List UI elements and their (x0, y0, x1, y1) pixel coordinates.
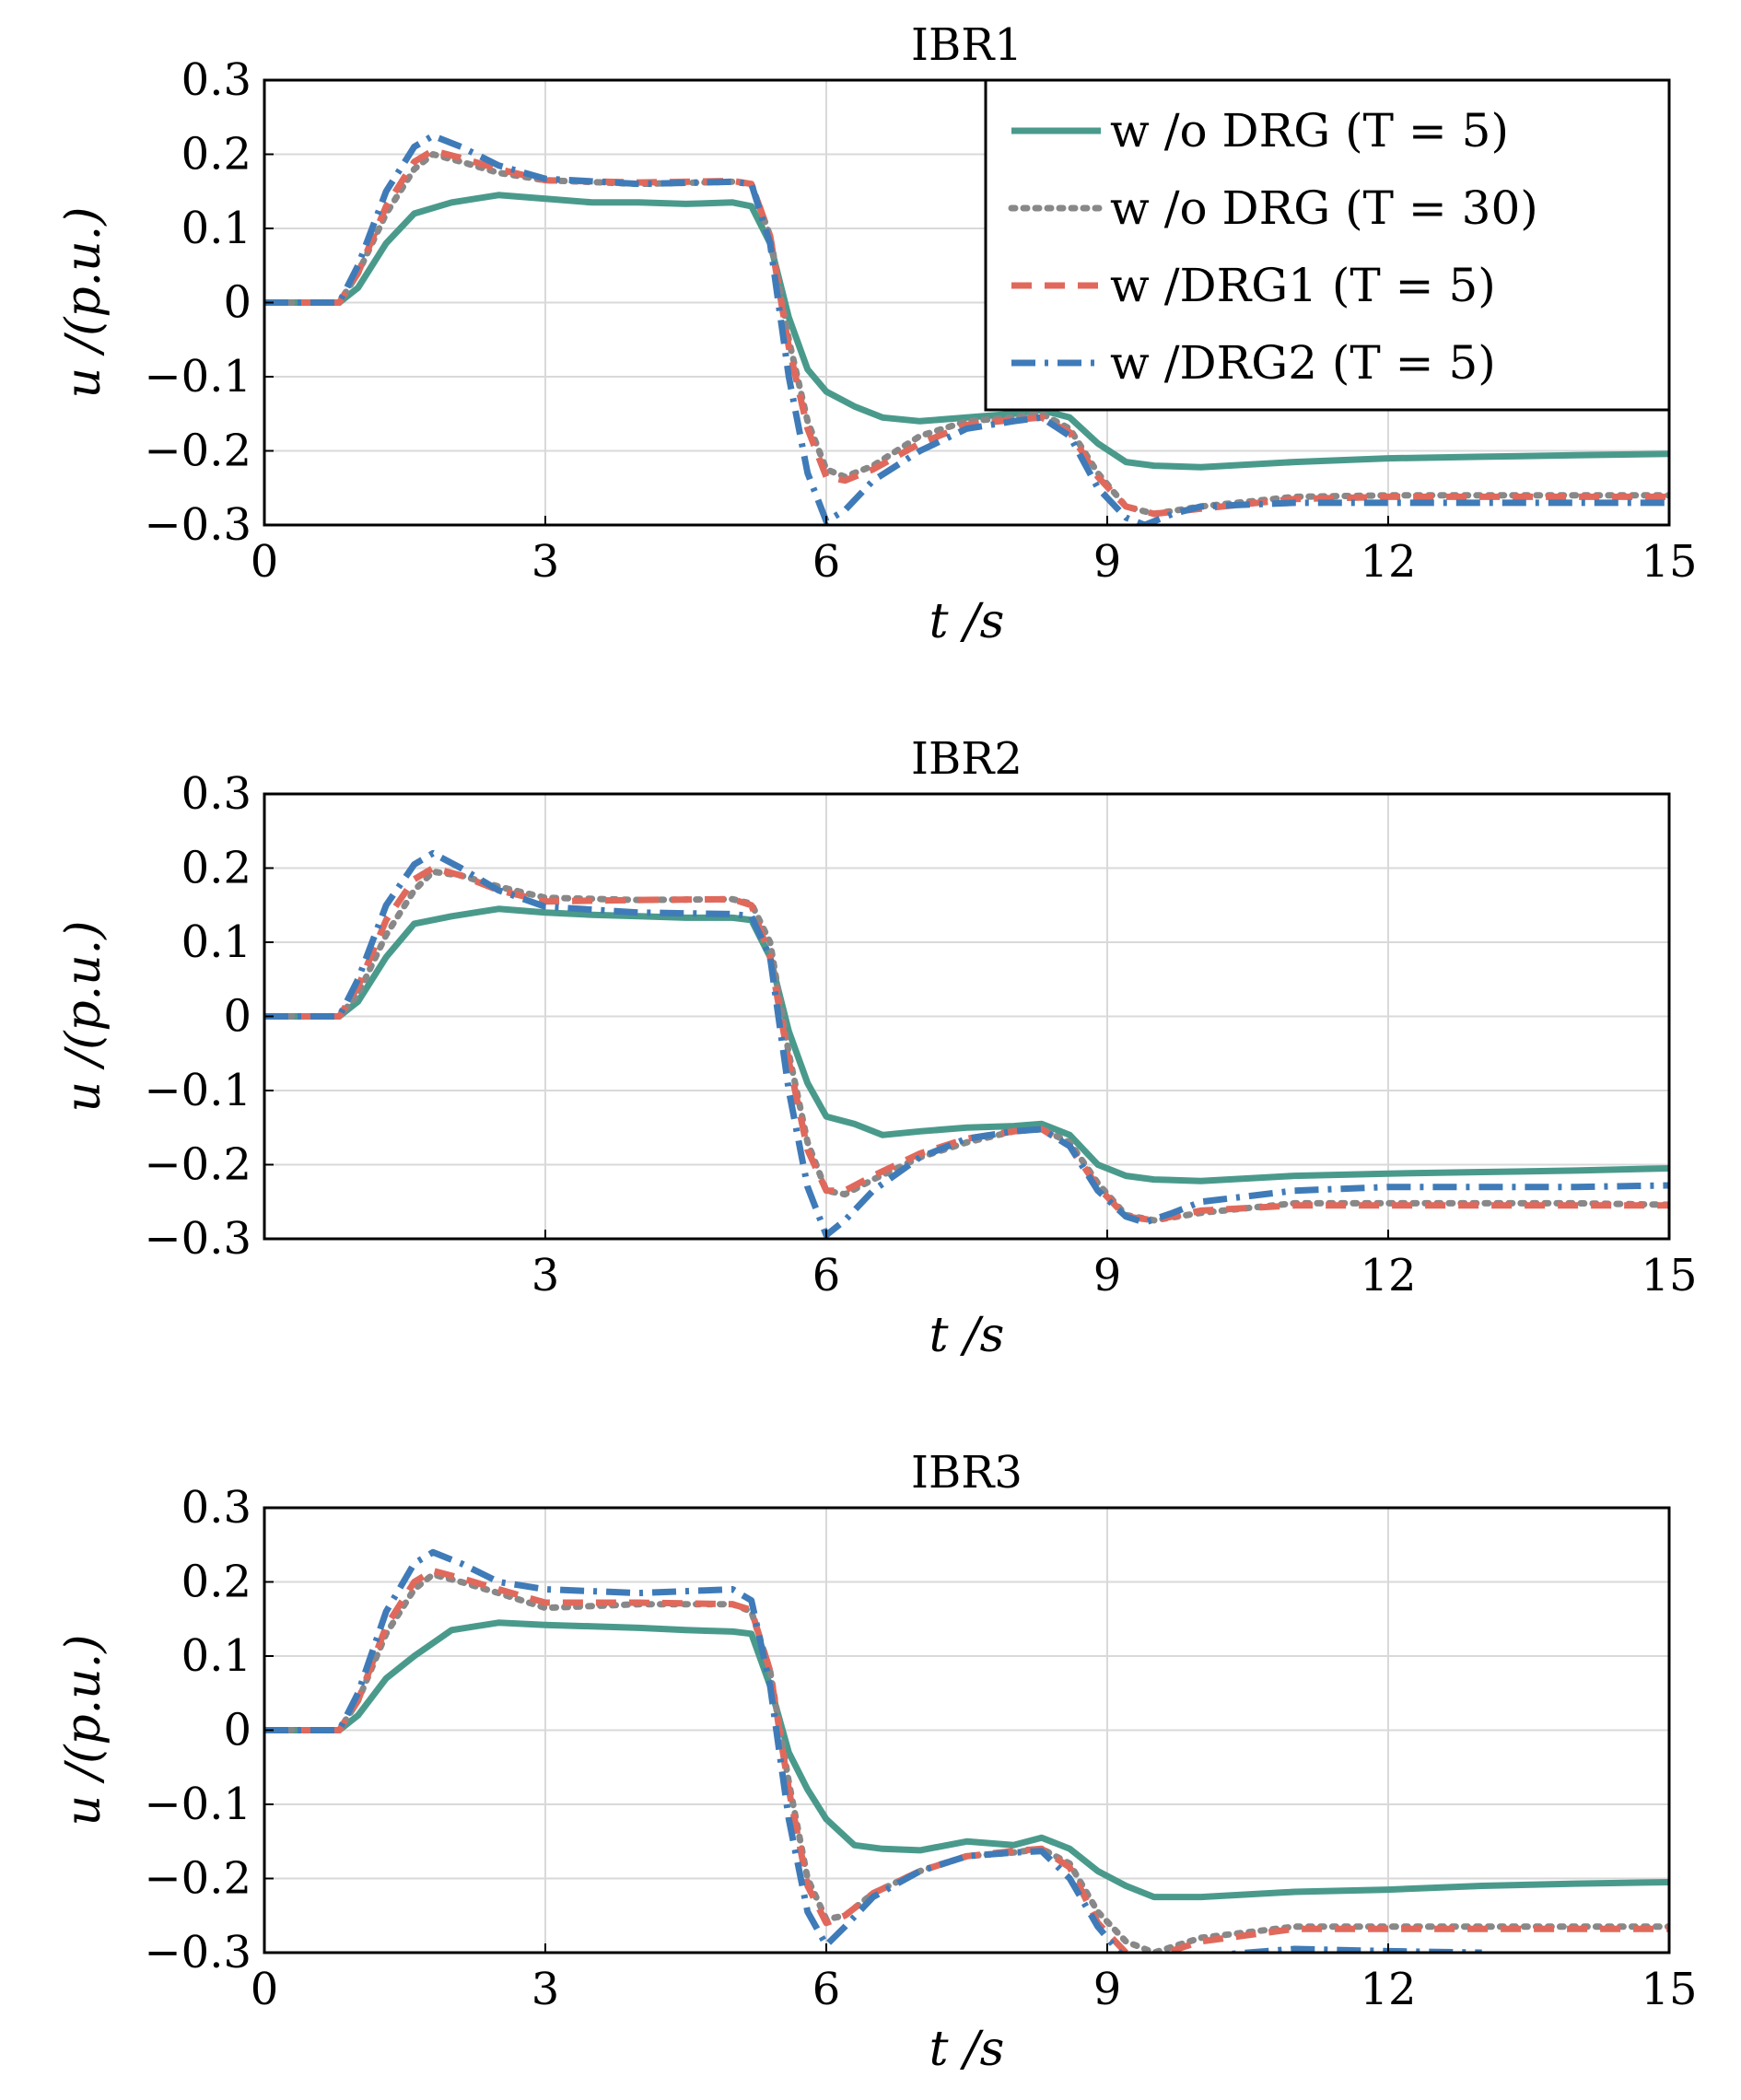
x-tick-label: 3 (532, 536, 560, 588)
y-tick-label: 0.2 (181, 843, 251, 894)
legend-label-1: w /o DRG (T = 5) (1110, 104, 1509, 158)
series-line-2 (264, 869, 1669, 1224)
series-line-3 (264, 865, 1669, 1224)
x-tick-label: 3 (532, 1250, 560, 1301)
x-tick-label: 12 (1360, 1250, 1416, 1301)
legend-label-3: w /DRG1 (T = 5) (1110, 259, 1496, 312)
y-tick-label: −0.1 (144, 351, 251, 402)
legend-label-4: w /DRG2 (T = 5) (1110, 336, 1496, 390)
chart-panel-2: 3 6 9 12 15 0.3 0.2 0.1 0 −0.1 −0.2 −0.3 IBR2 t /s u /… (56, 733, 1698, 1363)
x-tick-label: 12 (1360, 1964, 1416, 2015)
y-tick-label: 0.3 (181, 1482, 251, 1534)
x-tick-label: 0 (251, 1964, 279, 2015)
chart-title: IBR1 (911, 19, 1022, 71)
y-tick-label: 0 (223, 1705, 251, 1756)
x-tick-label: 6 (812, 1250, 841, 1301)
x-axis-label: t /s (929, 1308, 1005, 1363)
series-line-1 (264, 192, 1669, 471)
x-tick-label: 9 (1093, 1250, 1122, 1301)
legend-label-2: w /o DRG (T = 30) (1110, 181, 1538, 235)
series-group (264, 1548, 1669, 1953)
y-tick-label: −0.1 (144, 1065, 251, 1116)
chart-panel-3: 0 3 6 9 12 15 0.3 0.2 0.1 0 −0.1 −0.2 −0.3 IBR3 t /s u … (56, 1447, 1698, 2077)
y-tick-label: 0.1 (181, 1630, 251, 1682)
y-tick-label: −0.2 (144, 1139, 251, 1191)
chart-title: IBR2 (911, 733, 1022, 785)
legend-box (984, 78, 1671, 412)
series-line-4 (264, 1548, 1482, 1953)
x-axis-label: t /s (929, 2022, 1005, 2077)
y-axis-label: u /(p.u.) (56, 207, 111, 399)
x-tick-label: 9 (1093, 1964, 1122, 2015)
chart-title: IBR3 (911, 1447, 1022, 1499)
y-tick-label: −0.3 (144, 499, 251, 551)
series-group (264, 132, 1669, 525)
series-line-1 (264, 905, 1669, 1184)
x-tick-label: 9 (1093, 536, 1122, 588)
legend: w /o DRG (T = 5) w /o DRG (T = 30) w /DRG1… (984, 78, 1671, 412)
y-axis-label: u /(p.u.) (56, 1635, 111, 1826)
x-tick-label: 12 (1360, 536, 1416, 588)
series-line-1 (264, 1619, 1669, 1901)
x-tick-label: 6 (812, 1964, 841, 2015)
y-tick-label: −0.2 (144, 426, 251, 477)
series-line-4 (264, 132, 1669, 525)
x-tick-label: 15 (1641, 536, 1697, 588)
series-line-3 (264, 1567, 1669, 1953)
y-tick-label: −0.3 (144, 1213, 251, 1265)
x-axis-label: t /s (929, 594, 1005, 649)
chart-panel-1: 0 3 6 9 12 15 0.3 0.2 0.1 0 −0.1 −0.2 −0.3 IBR1 t /s u … (56, 19, 1698, 649)
y-tick-label: 0 (223, 277, 251, 329)
series-line-4 (264, 849, 1669, 1239)
y-tick-label: 0 (223, 991, 251, 1043)
y-tick-label: −0.2 (144, 1853, 251, 1905)
x-tick-label: 15 (1641, 1964, 1697, 2015)
y-tick-label: 0.2 (181, 129, 251, 181)
x-tick-label: 6 (812, 536, 841, 588)
y-tick-label: −0.1 (144, 1779, 251, 1830)
y-tick-label: 0.2 (181, 1557, 251, 1608)
x-tick-label: 0 (251, 536, 279, 588)
y-tick-label: 0.3 (181, 768, 251, 820)
y-axis-label: u /(p.u.) (56, 921, 111, 1113)
y-tick-label: 0.3 (181, 54, 251, 106)
y-tick-label: 0.1 (181, 203, 251, 254)
series-line-2 (264, 1570, 1669, 1953)
y-tick-label: −0.3 (144, 1927, 251, 1978)
y-tick-label: 0.1 (181, 916, 251, 968)
series-group (264, 849, 1669, 1239)
x-tick-label: 15 (1641, 1250, 1697, 1301)
x-tick-label: 3 (532, 1964, 560, 2015)
